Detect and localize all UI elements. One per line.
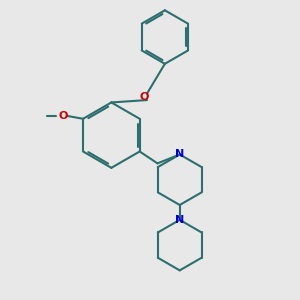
- Text: N: N: [175, 149, 184, 160]
- Text: O: O: [58, 111, 68, 121]
- Text: N: N: [175, 215, 184, 225]
- Text: O: O: [140, 92, 149, 101]
